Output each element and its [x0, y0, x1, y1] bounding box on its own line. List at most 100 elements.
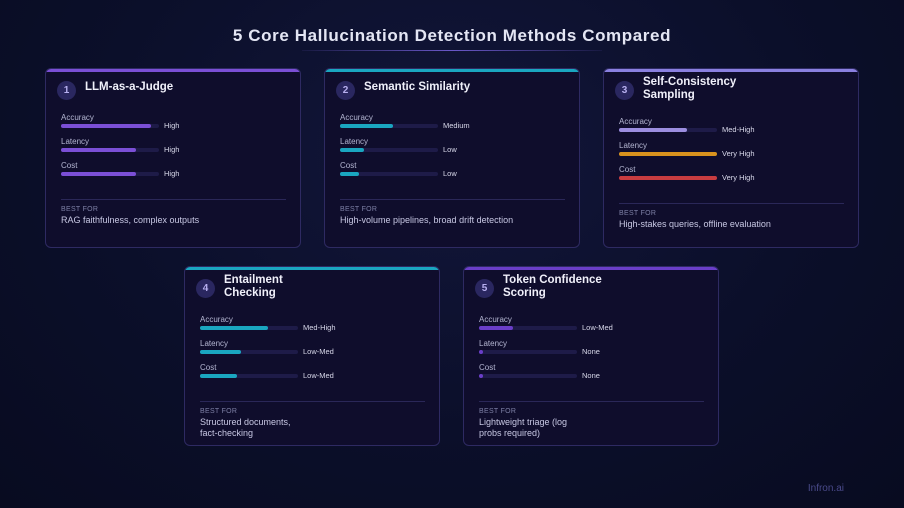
card-title: Semantic Similarity [364, 81, 471, 93]
metric-label: Latency [200, 339, 229, 348]
metric-accuracy: Accuracy Med-High [619, 117, 849, 137]
metric-value: None [582, 371, 600, 380]
metric-bar-fill [340, 124, 393, 128]
metric-latency: Latency None [479, 339, 709, 359]
metric-bar-fill [340, 148, 364, 152]
metric-bar-fill [619, 152, 717, 156]
metric-value: Low [443, 145, 457, 154]
metric-bar-fill [200, 326, 268, 330]
metric-bar-track [200, 350, 298, 354]
metric-value: Medium [443, 121, 470, 130]
metric-value: Low-Med [303, 347, 334, 356]
card-accent-bar [464, 267, 718, 270]
metric-latency: Latency Low [340, 137, 570, 157]
metric-bar-fill [61, 148, 137, 152]
metric-accuracy: Accuracy High [61, 113, 291, 133]
metric-bar-track [479, 374, 577, 378]
metric-value: High [164, 145, 180, 154]
metric-label: Cost [479, 363, 496, 372]
method-card-semantic-similarity: 2 Semantic Similarity Accuracy Medium La… [324, 68, 580, 248]
best-for-text: High-volume pipelines, broad drift detec… [340, 215, 514, 225]
metric-bar-fill [61, 172, 137, 176]
metric-label: Accuracy [61, 113, 94, 122]
metric-label: Accuracy [200, 315, 233, 324]
card-title: LLM-as-a-Judge [85, 81, 174, 93]
metric-bar-fill [479, 350, 483, 354]
metric-label: Cost [340, 161, 357, 170]
best-for-label: BEST FOR [200, 408, 238, 415]
metric-latency: Latency Very High [619, 141, 849, 161]
metric-label: Accuracy [340, 113, 373, 122]
metric-cost: Cost Low [340, 161, 570, 181]
method-card-llm-as-a-judge: 1 LLM-as-a-Judge Accuracy High Latency H… [45, 68, 301, 248]
card-accent-bar [185, 267, 439, 270]
metric-label: Cost [619, 165, 636, 174]
metric-label: Cost [61, 161, 78, 170]
metric-bar-track [619, 152, 717, 156]
metric-bar-fill [200, 350, 242, 354]
best-for-text: RAG faithfulness, complex outputs [61, 215, 200, 225]
metric-cost: Cost Low-Med [200, 363, 430, 383]
metric-value: Low-Med [582, 323, 613, 332]
metric-bar-track [619, 128, 717, 132]
best-for-text: Structured documents, fact-checking [200, 417, 291, 438]
page-title: 5 Core Hallucination Detection Methods C… [232, 26, 672, 45]
metric-bar-track [200, 326, 298, 330]
title-underline [302, 50, 602, 51]
card-accent-bar [46, 69, 300, 72]
metric-bar-track [340, 124, 438, 128]
card-number-badge: 1 [57, 81, 76, 100]
metric-value: Low-Med [303, 371, 334, 380]
metric-cost: Cost High [61, 161, 291, 181]
metric-cost: Cost Very High [619, 165, 849, 185]
brand-watermark: Infron.ai [807, 483, 844, 494]
metric-bar-track [200, 374, 298, 378]
metric-bar-fill [340, 172, 359, 176]
best-for-label: BEST FOR [479, 408, 517, 415]
card-accent-bar [325, 69, 579, 72]
metric-accuracy: Accuracy Medium [340, 113, 570, 133]
best-for-label: BEST FOR [619, 210, 657, 217]
metric-bar-fill [619, 176, 717, 180]
metric-bar-fill [479, 374, 483, 378]
metric-latency: Latency High [61, 137, 291, 157]
best-for-label: BEST FOR [340, 206, 378, 213]
metric-bar-track [340, 172, 438, 176]
metric-bar-track [61, 124, 159, 128]
metric-label: Latency [61, 137, 90, 146]
metric-value: High [164, 169, 180, 178]
metric-value: Med-High [722, 125, 755, 134]
card-number-badge: 3 [615, 81, 634, 100]
metric-value: Very High [722, 173, 755, 182]
card-number-badge: 4 [196, 279, 215, 298]
card-title: Token Confidence Scoring [503, 274, 602, 299]
metric-label: Latency [619, 141, 648, 150]
metric-label: Accuracy [619, 117, 652, 126]
card-divider [340, 199, 565, 200]
card-title: Entailment Checking [224, 274, 283, 299]
metric-value: Med-High [303, 323, 336, 332]
card-title: Self-Consistency Sampling [643, 76, 737, 101]
metric-accuracy: Accuracy Low-Med [479, 315, 709, 335]
method-card-token-confidence-scoring: 5 Token Confidence Scoring Accuracy Low-… [463, 266, 719, 446]
metric-label: Latency [479, 339, 508, 348]
metric-label: Accuracy [479, 315, 512, 324]
metric-bar-fill [200, 374, 238, 378]
card-number-badge: 5 [475, 279, 494, 298]
metric-cost: Cost None [479, 363, 709, 383]
card-accent-bar [604, 69, 858, 72]
metric-bar-track [61, 148, 159, 152]
metric-label: Latency [340, 137, 369, 146]
metric-latency: Latency Low-Med [200, 339, 430, 359]
metric-bar-track [479, 326, 577, 330]
metric-accuracy: Accuracy Med-High [200, 315, 430, 335]
card-divider [479, 401, 704, 402]
metric-bar-fill [619, 128, 687, 132]
metric-value: None [582, 347, 600, 356]
metric-value: Very High [722, 149, 755, 158]
card-divider [619, 203, 844, 204]
metric-bar-track [61, 172, 159, 176]
metric-label: Cost [200, 363, 217, 372]
metric-value: High [164, 121, 180, 130]
metric-bar-track [619, 176, 717, 180]
